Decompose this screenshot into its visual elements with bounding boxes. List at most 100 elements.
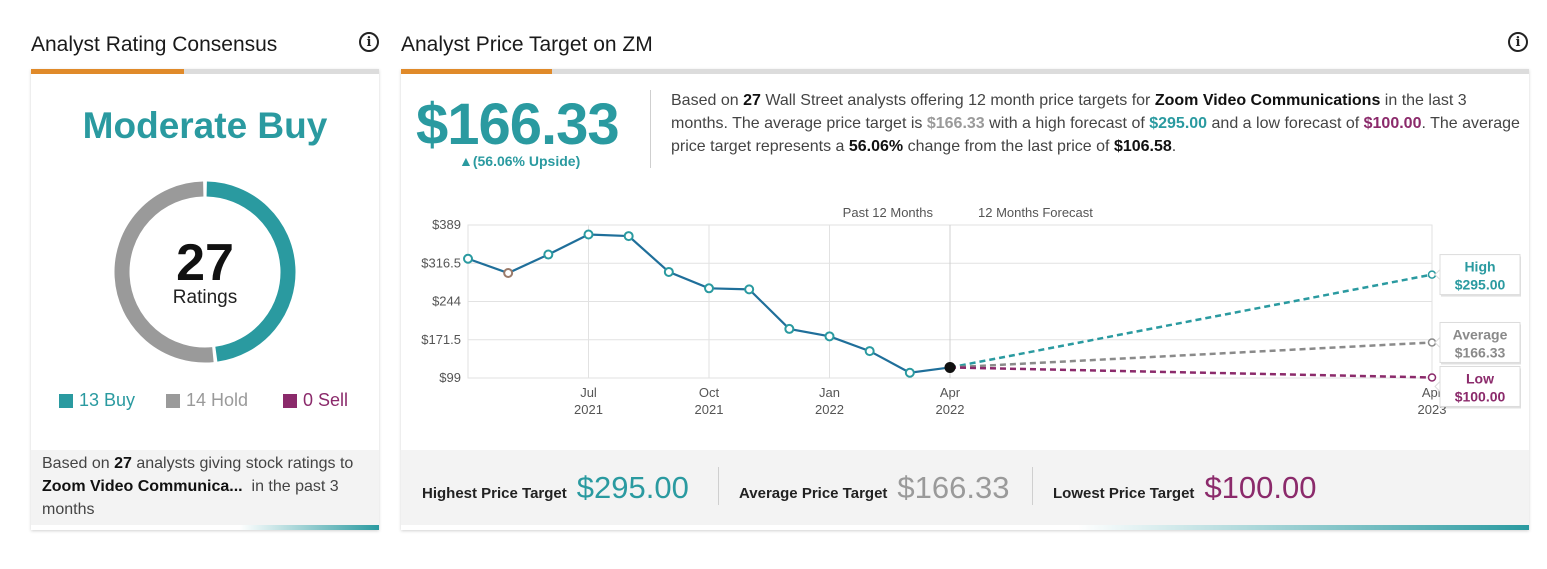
forecast-tag-high: High $295.00 — [1434, 254, 1521, 297]
x-tick-label: 2022 — [936, 402, 965, 417]
desc-count: 27 — [743, 92, 761, 109]
average-target-label: Average Price Target — [739, 485, 888, 502]
forecast-tag-low: Low $100.00 — [1434, 365, 1521, 409]
price-point — [543, 249, 554, 260]
desc-low: $100.00 — [1363, 115, 1422, 132]
y-tick-label: $244 — [432, 294, 461, 309]
average-price-target: $166.33 — [416, 92, 620, 157]
desc-text: . — [1171, 138, 1177, 155]
section-label-past: Past 12 Months — [843, 205, 934, 220]
ratings-total-label: Ratings — [172, 287, 238, 308]
price-point — [904, 367, 915, 378]
tag-value: $100.00 — [1455, 388, 1506, 404]
tag-value: $295.00 — [1455, 277, 1506, 293]
note-company[interactable]: Zoom Video Communica... — [42, 478, 243, 495]
divider — [650, 90, 651, 168]
legend-hold-swatch — [166, 393, 180, 408]
tag-box — [1439, 321, 1521, 363]
average-target-value: $166.33 — [897, 470, 1010, 505]
legend-buy: 13 Buy — [59, 390, 135, 411]
tag-name: High — [1464, 259, 1495, 275]
legend-hold: 14 Hold — [166, 390, 248, 411]
desc-text: in the last 3 months. The average price … — [671, 92, 1467, 132]
desc-text: . The average price target represents a — [671, 115, 1520, 155]
ratings-donut — [114, 181, 296, 363]
desc-text: with a high forecast of — [989, 115, 1145, 132]
price-point — [744, 284, 755, 295]
tag-value: $166.33 — [1455, 344, 1506, 360]
card-top-bar-accent — [401, 69, 552, 74]
x-tick-label: Jan — [819, 385, 840, 400]
lowest-target-value: $100.00 — [1204, 470, 1317, 505]
upside-label: ▲(56.06% Upside) — [459, 153, 581, 169]
rating-consensus-title: Analyst Rating Consensus — [31, 33, 278, 56]
lowest-target-label: Lowest Price Target — [1053, 485, 1195, 502]
forecast-tag-average: Average $166.33 — [1434, 321, 1521, 365]
legend-sell-label: 0 Sell — [303, 390, 349, 410]
tag-pointer — [1434, 336, 1441, 349]
y-tick-label: $171.5 — [421, 332, 461, 347]
card-top-bar-accent — [31, 69, 184, 74]
info-icon[interactable]: i — [1508, 32, 1528, 52]
donut-segment-buy — [206, 181, 296, 362]
note-mid: analysts giving stock ratings to — [136, 455, 354, 472]
legend-buy-swatch — [59, 393, 73, 408]
highest-target-value: $295.00 — [576, 470, 689, 505]
chart-grid — [467, 224, 1433, 379]
card-top-bar — [401, 69, 1529, 74]
price-target-chart: $389 $316.5 $244 $171.5 $99 Jul 2021 Oct 2021 Ja… — [421, 205, 1521, 417]
forecast-lines — [949, 270, 1437, 382]
x-tick-label: Apr — [940, 385, 961, 400]
highest-target: Highest Price Target $295.00 — [422, 470, 689, 506]
x-tick-label: Jul — [580, 385, 597, 400]
x-tick-label: 2023 — [1418, 402, 1447, 417]
price-point — [824, 331, 835, 342]
card-bottom-bar — [401, 525, 1529, 530]
note-prefix: Based on — [42, 455, 110, 472]
tag-pointer — [1434, 380, 1441, 393]
lowest-target: Lowest Price Target $100.00 — [1053, 470, 1317, 506]
price-target-footer: Highest Price Target $295.00 Average Pri… — [401, 450, 1529, 525]
price-point — [784, 323, 795, 334]
desc-text: change from the last price of — [907, 138, 1110, 155]
price-point — [623, 231, 634, 242]
desc-high: $295.00 — [1149, 115, 1208, 132]
tag-box — [1439, 365, 1521, 407]
card-bottom-bar — [31, 525, 379, 530]
desc-text: and a low forecast of — [1211, 115, 1360, 132]
x-tick-label: Oct — [699, 385, 720, 400]
forecast-line-low — [949, 366, 1433, 379]
info-icon[interactable]: i — [359, 32, 379, 52]
tag-pointer — [1434, 268, 1441, 281]
y-tick-label: $99 — [439, 370, 461, 385]
price-point — [583, 229, 594, 240]
desc-last-price: $106.58 — [1113, 138, 1172, 155]
tag-name: Average — [1453, 326, 1508, 342]
average-target: Average Price Target $166.33 — [739, 470, 1009, 506]
legend-sell-swatch — [283, 393, 297, 408]
ratings-total: 27 — [176, 234, 234, 292]
desc-avg: $166.33 — [926, 115, 985, 132]
tag-name: Low — [1466, 370, 1494, 386]
section-label-forecast: 12 Months Forecast — [978, 205, 1093, 220]
card-top-bar — [31, 69, 379, 74]
forecast-tags: High $295.00 Average $166.33 Low $100.00 — [1434, 254, 1521, 409]
price-point — [463, 253, 473, 264]
y-tick-label: $389 — [432, 217, 461, 232]
desc-pct: 56.06% — [848, 138, 904, 155]
ratings-note: Based on 27 analysts giving stock rating… — [31, 450, 379, 525]
desc-text: Based on — [671, 92, 739, 109]
price-point — [704, 283, 714, 294]
divider — [1032, 467, 1033, 505]
note-count: 27 — [114, 455, 132, 472]
price-point — [663, 266, 674, 277]
x-tick-label: 2021 — [574, 402, 603, 417]
donut-segment-hold — [114, 181, 214, 363]
price-target-description: Based on 27 Wall Street analysts offerin… — [671, 89, 1521, 158]
legend-sell: 0 Sell — [283, 390, 348, 411]
forecast-line-high — [949, 273, 1433, 369]
price-target-title: Analyst Price Target on ZM — [401, 33, 653, 56]
divider — [718, 467, 719, 505]
x-tick-label: 2021 — [695, 402, 724, 417]
